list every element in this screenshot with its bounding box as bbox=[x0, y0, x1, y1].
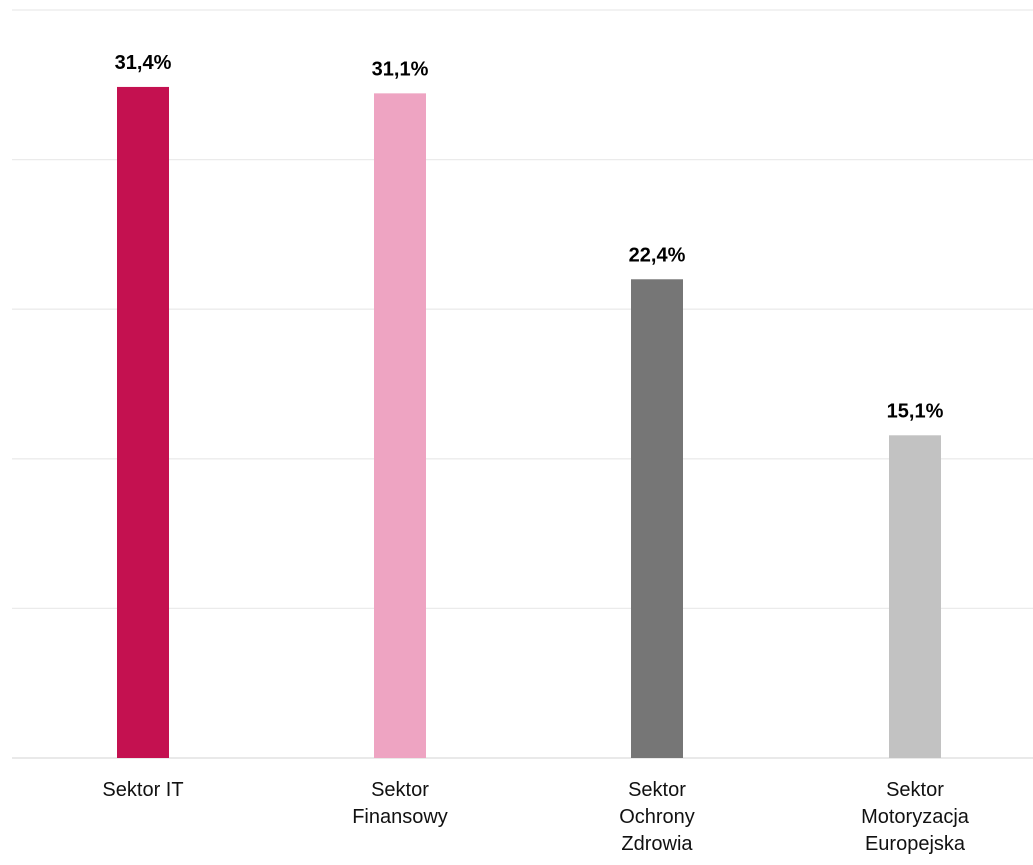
bar bbox=[374, 93, 426, 758]
category-label-line: Europejska bbox=[865, 833, 966, 855]
bar bbox=[117, 86, 169, 759]
category-label: Sektor Ochrony Zdrowia bbox=[619, 779, 695, 855]
value-label: 22,4% bbox=[629, 244, 686, 266]
category-label-line: Sektor bbox=[371, 779, 429, 801]
value-labels: 31,4% 31,1% 22,4% 15,1% bbox=[115, 52, 944, 422]
gridlines bbox=[12, 9, 1033, 759]
category-label: Sektor Motoryzacja Europejska bbox=[861, 779, 970, 855]
category-label-line: Sektor bbox=[628, 779, 686, 801]
value-label: 31,1% bbox=[372, 58, 429, 80]
category-label-line: Zdrowia bbox=[621, 833, 693, 855]
category-label: Sektor IT bbox=[102, 779, 183, 801]
category-label: Sektor Finansowy bbox=[352, 779, 448, 828]
bar bbox=[631, 279, 683, 758]
category-label-line: Finansowy bbox=[352, 806, 448, 828]
category-label-line: Sektor IT bbox=[102, 779, 183, 801]
bars bbox=[117, 86, 941, 759]
category-label-line: Ochrony bbox=[619, 806, 695, 828]
bar bbox=[889, 435, 941, 758]
category-label-line: Sektor bbox=[886, 779, 944, 801]
category-label-line: Motoryzacja bbox=[861, 806, 970, 828]
category-labels: Sektor IT Sektor Finansowy Sektor Ochrony Zdr… bbox=[102, 779, 969, 855]
value-label: 15,1% bbox=[887, 400, 944, 422]
value-label: 31,4% bbox=[115, 52, 172, 74]
